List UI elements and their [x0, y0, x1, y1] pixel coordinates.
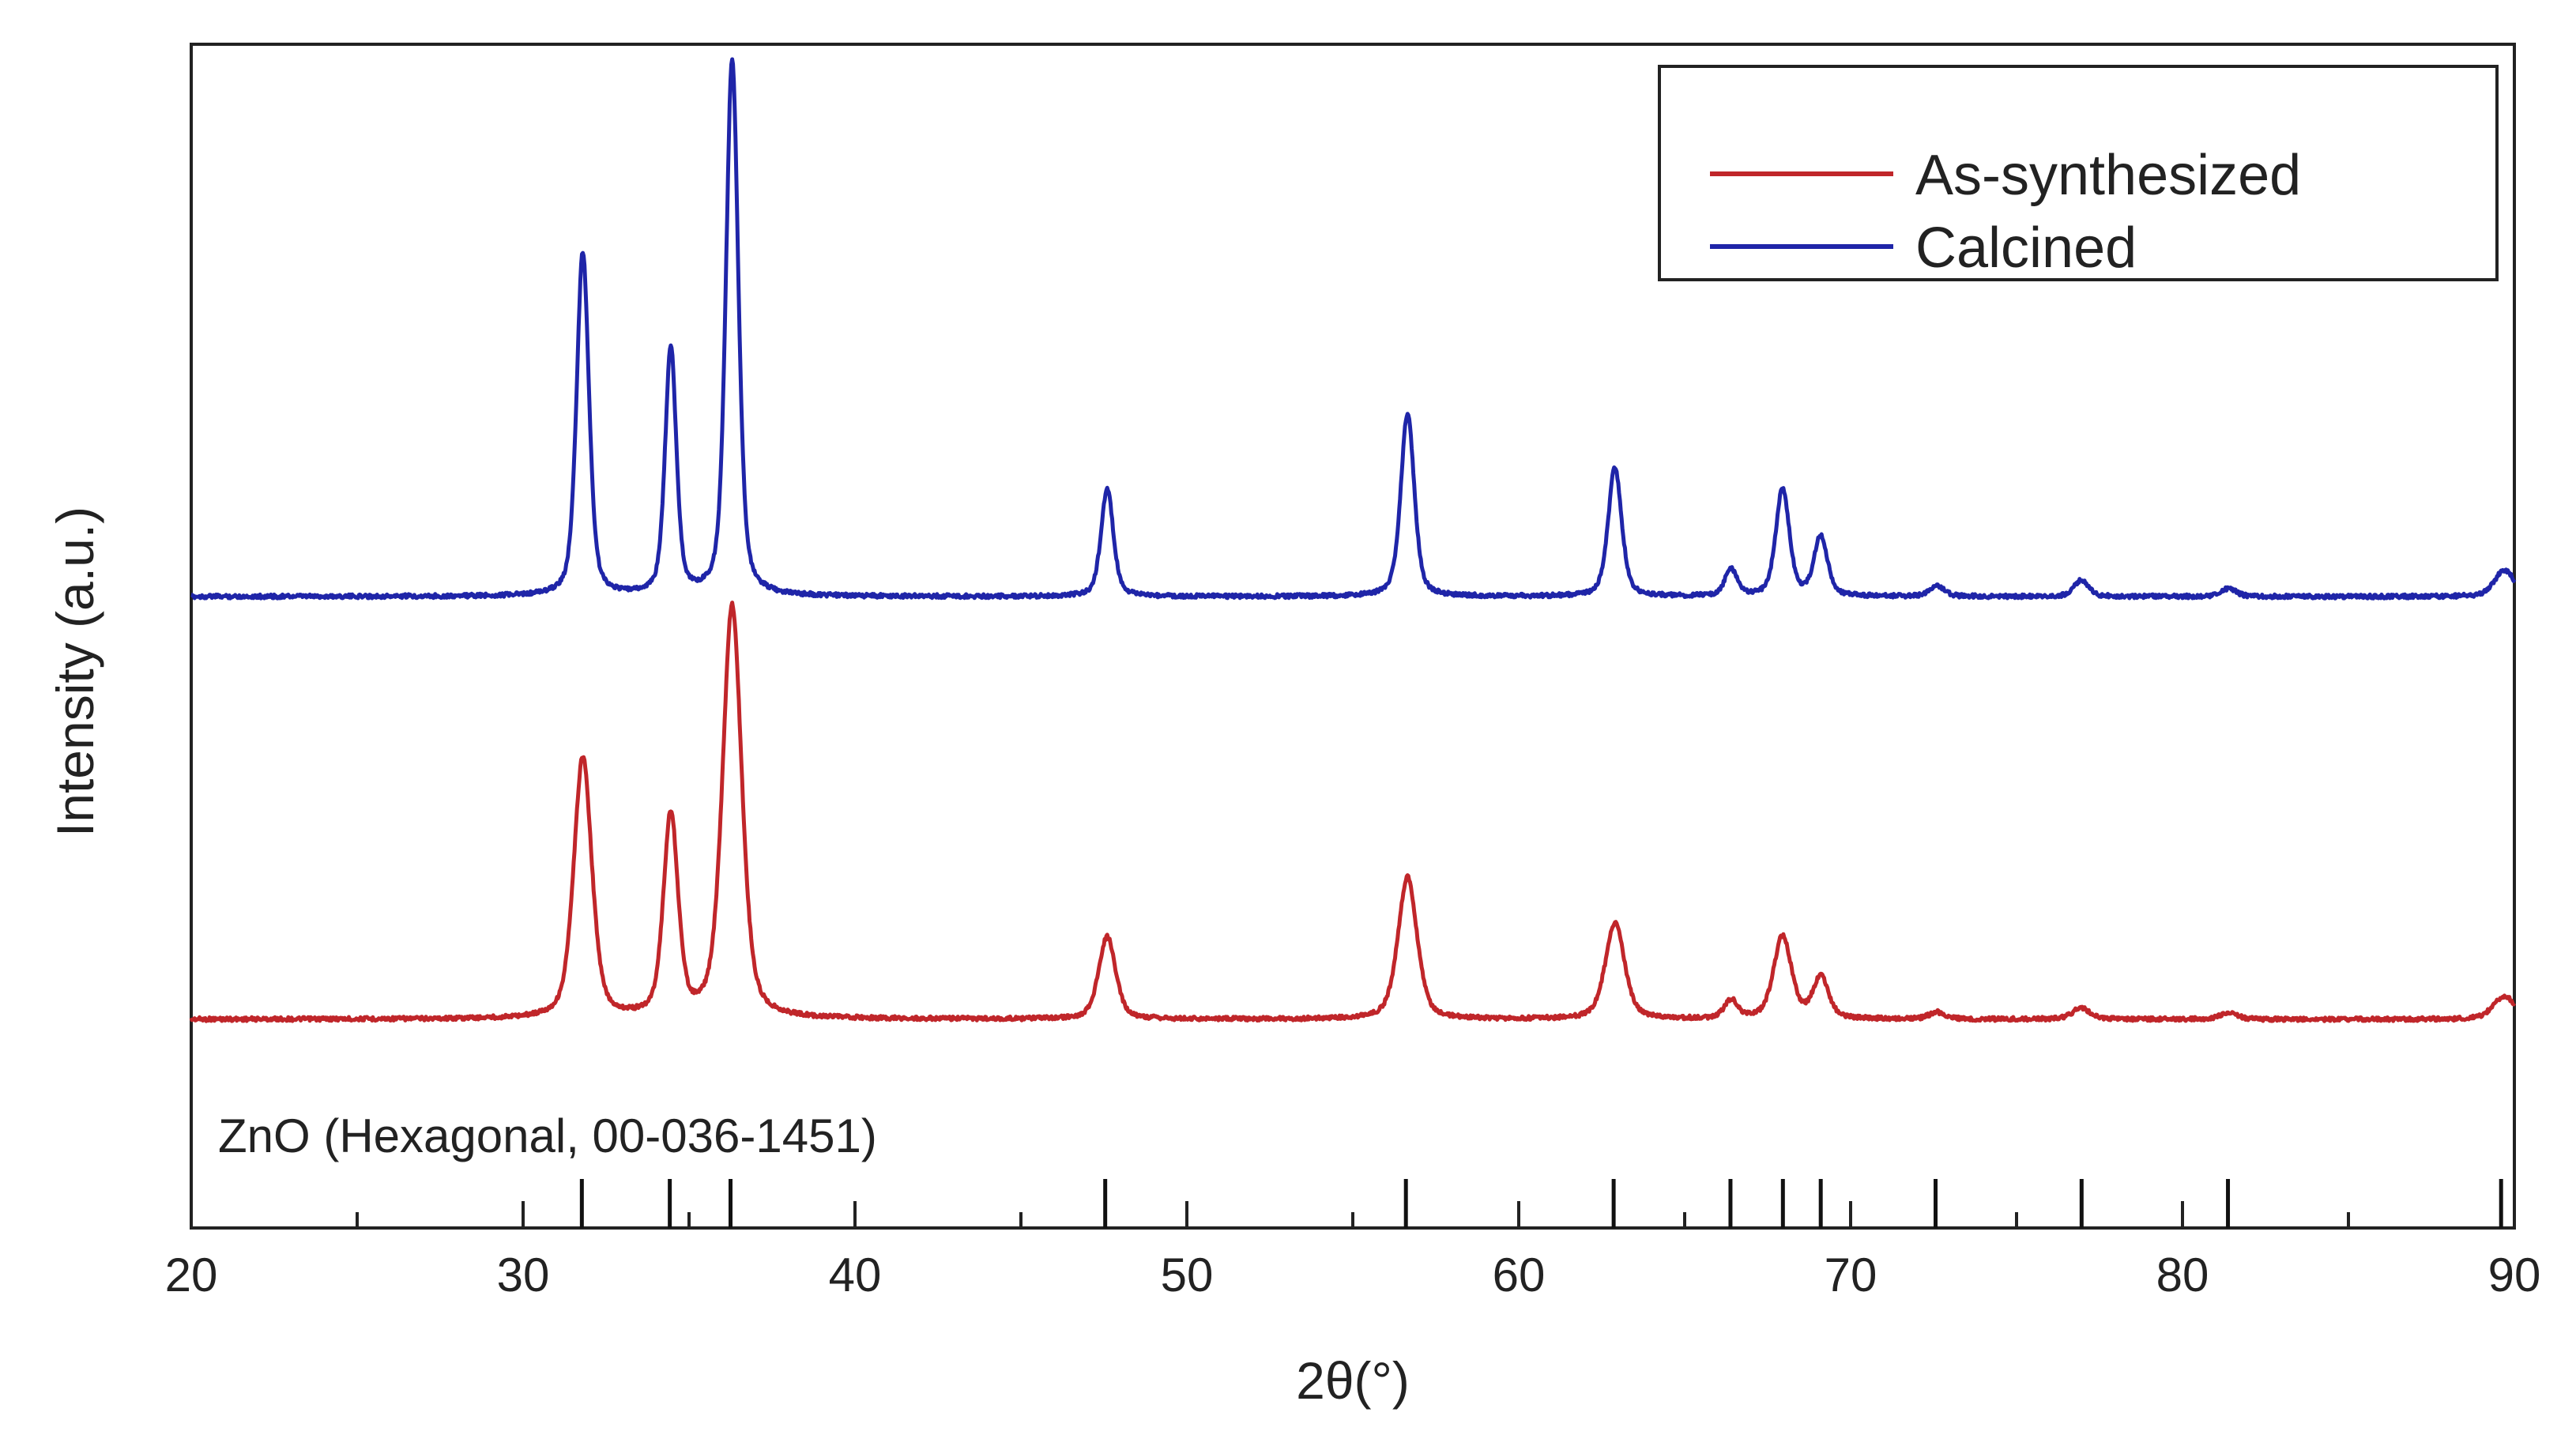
legend-label-as-synthesized: As-synthesized: [1915, 144, 2301, 207]
x-tick-label: 30: [497, 1249, 550, 1301]
series-line-as-synthesized: [189, 601, 2517, 1023]
x-tick-label: 40: [829, 1249, 882, 1301]
y-axis-title: Intensity (a.u.): [46, 507, 104, 837]
x-tick-label: 90: [2488, 1249, 2541, 1301]
reference-pattern: ZnO (Hexagonal, 00-036-1451): [218, 1109, 2503, 1228]
x-axis-tick-labels: 20 30 40 50 60 70 80 90: [165, 1249, 2541, 1301]
x-axis-title: 2θ(°): [1296, 1351, 1410, 1410]
x-axis-ticks: [190, 1201, 2516, 1228]
x-tick-label: 50: [1161, 1249, 1214, 1301]
series-layer: [189, 57, 2517, 1023]
reference-label: ZnO (Hexagonal, 00-036-1451): [218, 1109, 877, 1162]
legend: As-synthesized Calcined: [1658, 65, 2499, 281]
x-tick-label: 20: [165, 1249, 218, 1301]
legend-label-calcined: Calcined: [1915, 217, 2137, 280]
x-tick-label: 80: [2156, 1249, 2209, 1301]
x-tick-label: 60: [1493, 1249, 1546, 1301]
series-line-calcined: [190, 57, 2517, 601]
x-tick-label: 70: [1825, 1249, 1877, 1301]
